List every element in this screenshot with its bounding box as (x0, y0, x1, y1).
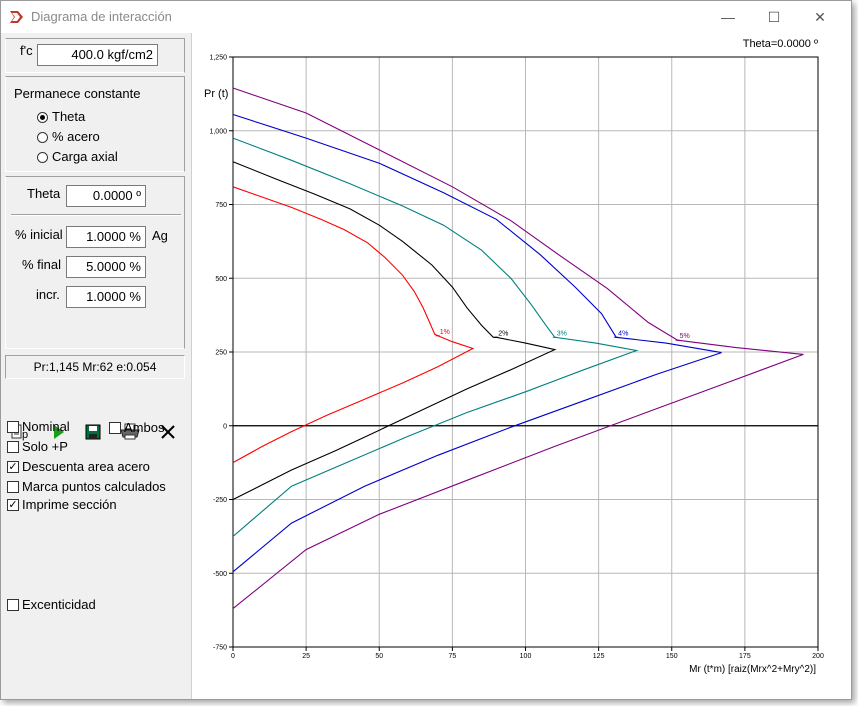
excentricidad-checkbox[interactable] (7, 599, 19, 611)
series-label: 4% (618, 330, 628, 337)
x-tick-label: 0 (231, 653, 235, 660)
radio-acero[interactable] (37, 132, 48, 143)
y-tick-label: -250 (213, 497, 227, 504)
window-title: Diagrama de interacción (31, 9, 172, 24)
p-label: p (22, 429, 28, 441)
plot-frame (232, 56, 819, 648)
theta-label: Theta (27, 186, 61, 201)
fc-input[interactable]: 400.0 kgf/cm2 (37, 44, 158, 66)
x-tick-label: 75 (448, 653, 456, 660)
radio-theta-label: Theta (52, 109, 86, 124)
pct-initial-label: % inicial (15, 227, 63, 242)
fc-label: f'c (20, 43, 33, 58)
y-tick-label: 750 (215, 202, 227, 209)
y-tick-label: -750 (213, 645, 227, 652)
title-bar[interactable]: Diagrama de interacción — ☐ ✕ (1, 1, 851, 33)
solo-p-label: Solo +P (22, 439, 68, 454)
series-line-5pct (232, 87, 804, 610)
marca-checkbox[interactable] (7, 481, 19, 493)
ambos-checkbox[interactable] (109, 422, 121, 434)
constant-group: Permanece constante Theta % acero Carga … (5, 76, 185, 172)
close-window-button[interactable]: ✕ (814, 9, 826, 25)
imprime-checkbox[interactable]: ✓ (7, 499, 19, 511)
series-line-4pct (232, 113, 722, 573)
solo-p-checkbox[interactable] (7, 441, 19, 453)
pct-final-input[interactable]: 5.0000 % (66, 256, 146, 278)
chart-grid (233, 57, 818, 647)
pct-initial-unit: Ag (152, 228, 168, 243)
nominal-label: Nominal (22, 419, 70, 434)
x-axis-label: Mr (t*m) [raiz(Mrx^2+Mry^2)] (689, 664, 816, 675)
plot-area: 0 25 50 75 100 125 150 175 200 -750 -500 -250 0 250 50… (192, 33, 851, 699)
close-icon (161, 425, 175, 439)
app-logo-icon (10, 11, 23, 23)
y-tick-label: 1,250 (209, 55, 227, 62)
status-readout: Pr:1,145 Mr:62 e:0.054 (5, 355, 185, 379)
radio-carga-label: Carga axial (52, 149, 118, 164)
run-button[interactable] (47, 423, 69, 441)
x-tick-label: 25 (302, 653, 310, 660)
x-tick-label: 200 (812, 653, 824, 660)
incr-label: incr. (36, 287, 60, 302)
marca-label: Marca puntos calculados (22, 479, 166, 494)
series-line-1pct (232, 186, 475, 464)
series-label: 5% (680, 333, 690, 340)
clear-button[interactable] (157, 423, 179, 441)
descuenta-label: Descuenta area acero (22, 459, 150, 474)
print-icon (120, 423, 140, 440)
series-line-3pct (232, 137, 639, 537)
chart-axes: 0 25 50 75 100 125 150 175 200 -750 -500 -250 0 250 50… (209, 55, 823, 661)
y-axis-label: Pr (t) (204, 88, 228, 100)
x-tick-label: 50 (375, 653, 383, 660)
chart-title: Theta=0.0000 º (743, 38, 818, 50)
run-icon (54, 425, 64, 439)
x-tick-label: 175 (739, 653, 751, 660)
y-tick-label: 1,000 (209, 128, 227, 135)
maximize-button[interactable]: ☐ (767, 9, 781, 25)
descuenta-checkbox[interactable]: ✓ (7, 461, 19, 473)
series-label: 1% (440, 329, 450, 336)
series-label: 2% (498, 330, 508, 337)
nominal-checkbox[interactable] (7, 421, 19, 433)
x-tick-label: 125 (593, 653, 605, 660)
interaction-chart: 0 25 50 75 100 125 150 175 200 -750 -500 -250 0 250 50… (204, 38, 824, 675)
pct-final-label: % final (22, 257, 62, 272)
series-label: 3% (557, 330, 567, 337)
radio-carga-axial[interactable] (37, 152, 48, 163)
y-tick-label: 500 (215, 276, 227, 283)
y-tick-label: 0 (223, 423, 227, 430)
imprime-label: Imprime sección (22, 497, 117, 512)
x-tick-label: 100 (520, 653, 532, 660)
theta-input[interactable]: 0.0000 º (66, 185, 146, 207)
ambos-label: Ambos (124, 420, 165, 435)
control-panel: f'c 400.0 kgf/cm2 Permanece constante Th… (1, 33, 192, 699)
save-icon (85, 424, 101, 440)
excentricidad-label: Excenticidad (22, 597, 96, 612)
divider (11, 214, 181, 216)
radio-theta[interactable] (37, 112, 48, 123)
constant-title: Permanece constante (14, 86, 141, 101)
chart-series: 1% 2% 3% 4% 5% (232, 87, 804, 610)
radio-acero-label: % acero (52, 129, 100, 144)
fc-group: f'c 400.0 kgf/cm2 (5, 38, 185, 73)
theta-group: Theta 0.0000 º (5, 176, 185, 349)
pct-initial-input[interactable]: 1.0000 % (66, 226, 146, 248)
x-tick-label: 150 (666, 653, 678, 660)
minimize-button[interactable]: — (721, 9, 735, 25)
y-tick-label: 250 (215, 350, 227, 357)
save-button[interactable] (82, 423, 104, 441)
y-tick-label: -500 (213, 571, 227, 578)
print-button[interactable] (119, 423, 141, 441)
incr-input[interactable]: 1.0000 % (66, 286, 146, 308)
